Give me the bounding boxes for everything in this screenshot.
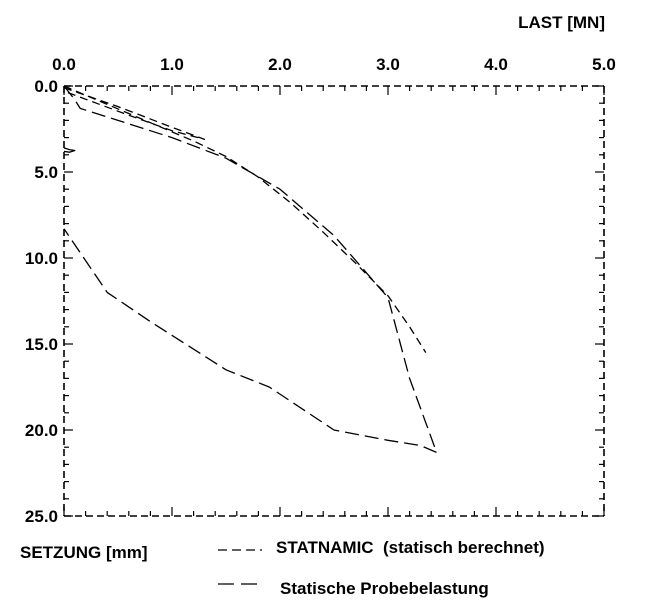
y-tick-label: 10.0	[25, 249, 58, 268]
series-line-3	[63, 147, 76, 153]
y-tick-label: 25.0	[25, 507, 58, 526]
x-tick-label: 3.0	[376, 55, 400, 74]
legend-label-static-test: Statische Probebelastung	[280, 579, 489, 598]
y-tick-label: 0.0	[34, 77, 58, 96]
x-tick-label: 0.0	[52, 55, 76, 74]
x-tick-label: 5.0	[592, 55, 616, 74]
x-tick-labels: 0.0 1.0 2.0 3.0 4.0 5.0	[52, 55, 616, 74]
x-tick-label: 4.0	[484, 55, 508, 74]
axis-ticks	[63, 85, 605, 517]
series-line-2	[63, 87, 206, 140]
data-series	[63, 85, 438, 454]
y-tick-label: 5.0	[34, 163, 58, 182]
series-line-1	[63, 85, 438, 454]
y-tick-label: 15.0	[25, 335, 58, 354]
y-tick-label: 20.0	[25, 421, 58, 440]
x-tick-label: 1.0	[160, 55, 184, 74]
y-axis-title: SETZUNG [mm]	[20, 543, 148, 562]
plot-frame	[63, 85, 605, 517]
series-line-0	[63, 85, 427, 353]
x-axis-title: LAST [MN]	[518, 13, 605, 32]
y-tick-labels: 0.0 5.0 10.0 15.0 20.0 25.0	[25, 77, 58, 526]
x-tick-label: 2.0	[268, 55, 292, 74]
legend: STATNAMIC (statisch berechnet) Statische…	[218, 538, 545, 598]
legend-label-statnamic: STATNAMIC (statisch berechnet)	[276, 538, 545, 557]
